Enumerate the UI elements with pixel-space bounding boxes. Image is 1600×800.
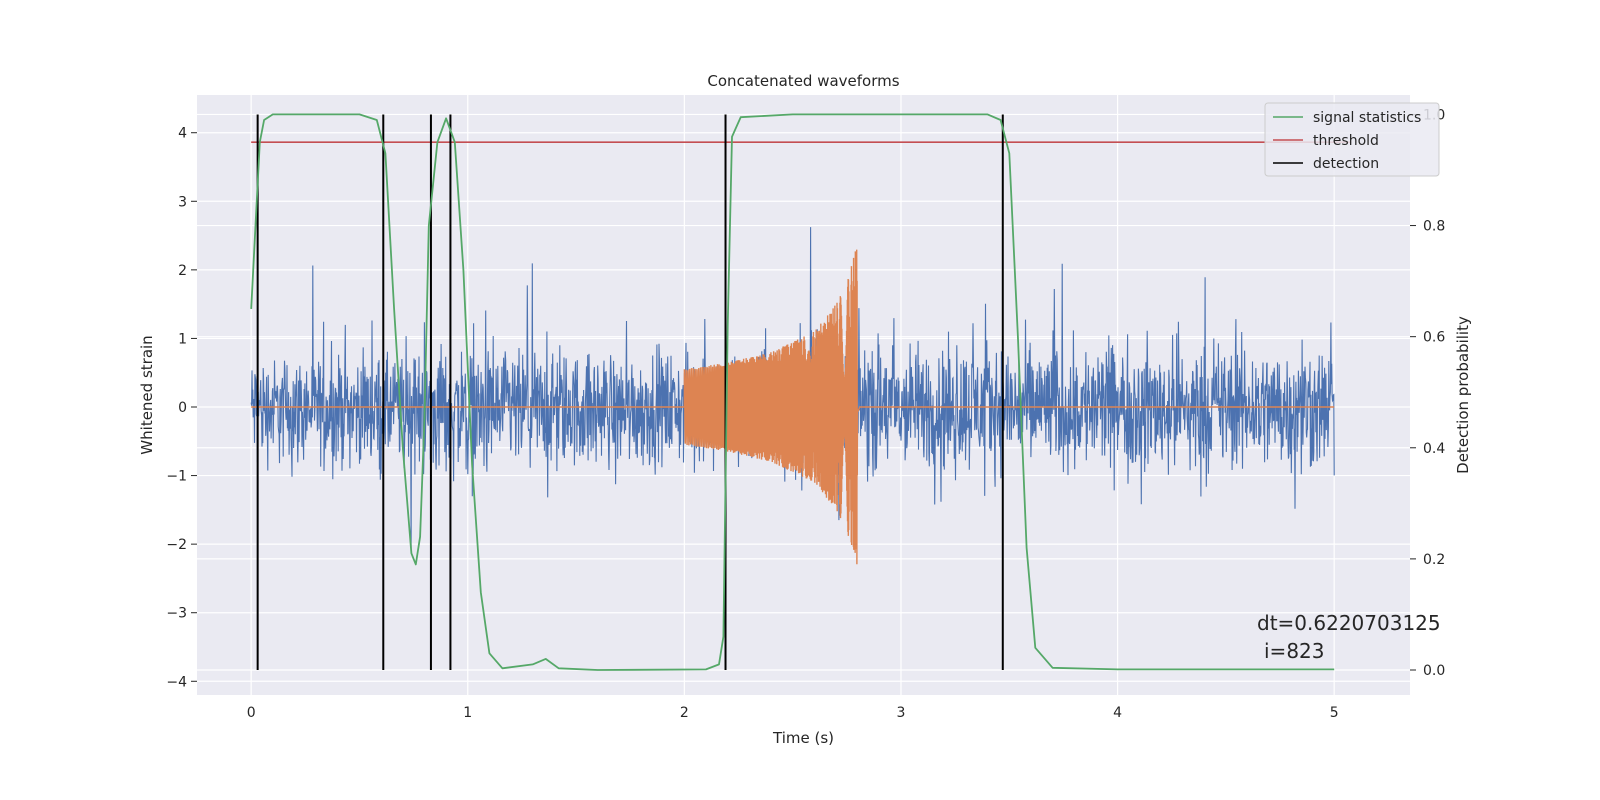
signal-statistics-line: [250, 113, 1335, 671]
x-tick-label: 3: [897, 705, 906, 721]
x-tick-label: 4: [1113, 705, 1122, 721]
y-axis-label: Whitened strain: [138, 335, 156, 454]
x-tick-label: 0: [247, 705, 256, 721]
chart-title: Concatenated waveforms: [707, 72, 899, 90]
right-y-tick-label: 0.4: [1423, 441, 1445, 457]
x-tick-label: 1: [463, 705, 472, 721]
right-y-tick-label: 0.2: [1423, 552, 1445, 568]
y-tick-label: −1: [166, 469, 187, 485]
y-tick-label: 3: [178, 194, 187, 210]
x-axis-label: Time (s): [772, 729, 834, 747]
right-y-tick-label: 0.6: [1423, 330, 1445, 346]
signal-statistics-series: [250, 113, 1335, 671]
y-tick-label: −2: [166, 537, 187, 553]
legend-label-signal-statistics: signal statistics: [1313, 110, 1421, 126]
right-y-axis-label: Detection probability: [1454, 316, 1472, 474]
y-tick-label: 1: [178, 331, 187, 347]
y-tick-label: 4: [178, 126, 187, 142]
waveform-line: [251, 249, 1335, 565]
annotation-i: i=823: [1264, 639, 1325, 663]
legend-box: [1264, 102, 1440, 177]
y-tick-label: 0: [178, 400, 187, 416]
y-tick-label: 2: [178, 263, 187, 279]
injected-waveform-series: [251, 249, 1335, 565]
legend-label-threshold: threshold: [1313, 133, 1379, 149]
legend: signal statistics threshold detection: [1264, 102, 1440, 177]
legend-label-detection: detection: [1313, 156, 1379, 172]
x-tick-label: 2: [680, 705, 689, 721]
x-tick-label: 5: [1330, 705, 1339, 721]
y-tick-label: −3: [166, 606, 187, 622]
right-y-tick-label: 0.0: [1423, 663, 1445, 679]
annotation-dt: dt=0.6220703125: [1257, 611, 1441, 635]
y-tick-label: −4: [166, 674, 187, 690]
right-y-tick-label: 0.8: [1423, 219, 1445, 235]
